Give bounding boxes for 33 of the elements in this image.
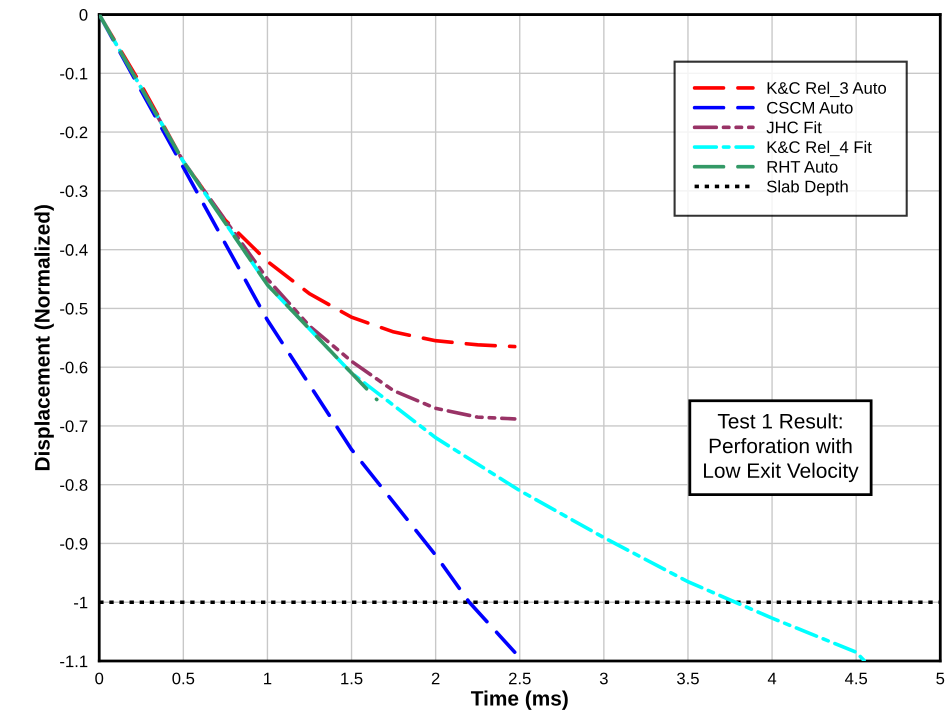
- legend-label: RHT Auto: [768, 161, 838, 173]
- y-axis-title: Displacement (Normalized): [34, 205, 54, 470]
- y-tick-label: -0.5: [60, 302, 88, 315]
- x-tick-label: 1: [264, 672, 272, 684]
- x-tick-label: 2: [432, 672, 440, 684]
- legend-label: K&C Rel_4 Fit: [768, 140, 872, 156]
- y-tick-label: -0.6: [60, 362, 88, 374]
- y-tick-label: -0.4: [60, 244, 88, 256]
- x-tick-label: 0.5: [172, 672, 194, 684]
- y-tick-label: -0.1: [60, 68, 88, 80]
- legend-label: JHC Fit: [766, 121, 822, 134]
- y-tick-label: -0.2: [60, 126, 88, 138]
- y-tick-label: -0.9: [60, 538, 88, 550]
- annotation: Test 1 Result: Perforation with Low Exit Velocity: [704, 413, 859, 482]
- y-tick-label: -1: [74, 596, 88, 608]
- legend-label: K&C Rel_3 Auto: [768, 82, 886, 98]
- legend-label: Slab Depth: [767, 180, 848, 196]
- y-tick-label: -0.7: [60, 420, 88, 432]
- y-tick-label: -0.8: [60, 479, 88, 491]
- x-axis-title: Time (ms): [470, 690, 568, 710]
- x-tick-label: 3.5: [677, 672, 699, 684]
- x-tick-label: 4.5: [844, 672, 868, 684]
- legend-label: CSCM Auto: [767, 102, 853, 114]
- x-tick-label: 4: [768, 672, 776, 684]
- x-tick-label: 5: [936, 672, 944, 684]
- line-series: [99, 14, 379, 402]
- x-tick-label: 3: [600, 672, 608, 684]
- x-tick-label: 1.5: [341, 672, 362, 684]
- x-tick-label: 2.5: [509, 672, 531, 684]
- y-tick-label: -1.1: [60, 656, 88, 668]
- y-tick-label: -0.3: [60, 185, 88, 198]
- x-tick-label: 0: [95, 672, 104, 684]
- y-tick-label: 0: [79, 8, 88, 21]
